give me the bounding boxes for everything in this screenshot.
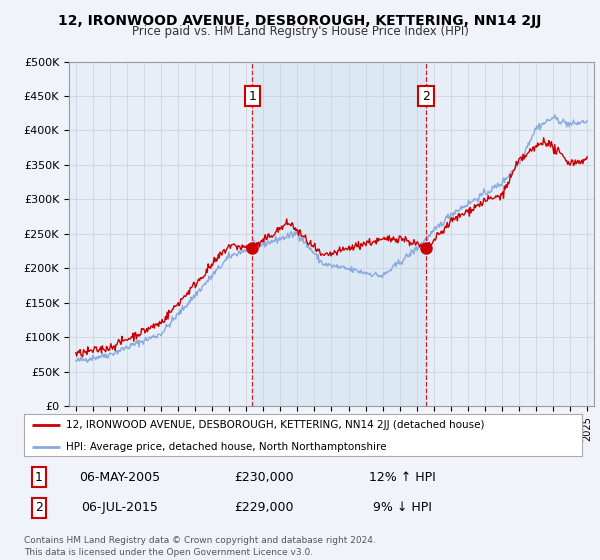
Text: 06-JUL-2015: 06-JUL-2015 [82,501,158,515]
Bar [252,62,426,406]
Text: 1: 1 [248,90,256,102]
Text: Price paid vs. HM Land Registry's House Price Index (HPI): Price paid vs. HM Land Registry's House … [131,25,469,38]
Text: £229,000: £229,000 [234,501,294,515]
Text: HPI: Average price, detached house, North Northamptonshire: HPI: Average price, detached house, Nort… [66,442,386,452]
Text: 2: 2 [35,501,43,515]
Text: 06-MAY-2005: 06-MAY-2005 [79,470,161,484]
Text: 9% ↓ HPI: 9% ↓ HPI [373,501,431,515]
Text: 12% ↑ HPI: 12% ↑ HPI [368,470,436,484]
Text: Contains HM Land Registry data © Crown copyright and database right 2024.
This d: Contains HM Land Registry data © Crown c… [24,536,376,557]
Text: 12, IRONWOOD AVENUE, DESBOROUGH, KETTERING, NN14 2JJ (detached house): 12, IRONWOOD AVENUE, DESBOROUGH, KETTERI… [66,420,484,430]
Text: 12, IRONWOOD AVENUE, DESBOROUGH, KETTERING, NN14 2JJ: 12, IRONWOOD AVENUE, DESBOROUGH, KETTERI… [58,14,542,28]
Text: £230,000: £230,000 [234,470,294,484]
Text: 2: 2 [422,90,430,102]
Text: 1: 1 [35,470,43,484]
